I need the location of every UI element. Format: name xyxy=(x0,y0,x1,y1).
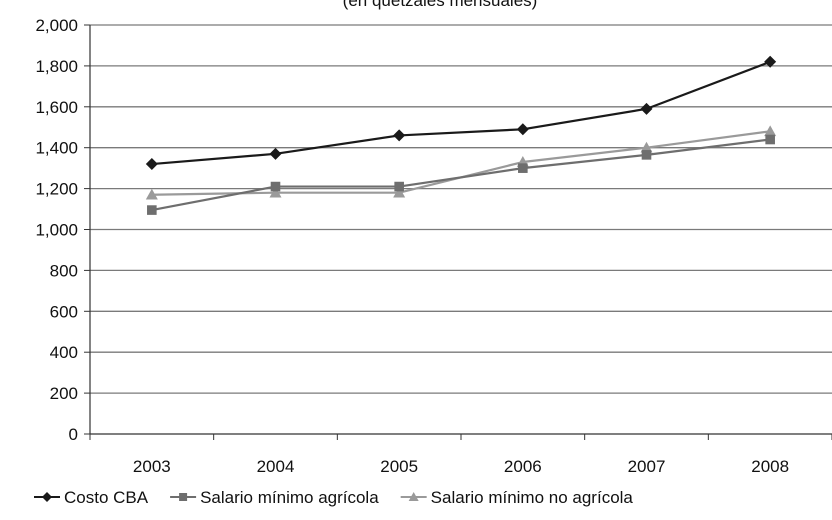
axes xyxy=(84,24,832,440)
data-point xyxy=(179,493,188,501)
series-line xyxy=(151,138,771,212)
legend: Costo CBA Salario mínimo agrícola Salario … xyxy=(34,488,633,507)
y-tick-label: 400 xyxy=(50,343,78,362)
y-tick-label: 200 xyxy=(50,384,78,403)
x-tick-label: 2008 xyxy=(751,457,789,476)
y-tick-label: 1,200 xyxy=(35,180,78,199)
data-point xyxy=(640,141,653,153)
y-tick-label: 800 xyxy=(50,261,78,280)
legend-item: Salario mínimo agrícola xyxy=(170,488,379,507)
series-line xyxy=(151,60,771,166)
chart-title: (en quetzales mensuales) xyxy=(343,0,538,10)
y-tick-label: 600 xyxy=(50,302,78,321)
series-0 xyxy=(145,55,777,171)
data-point xyxy=(765,134,775,145)
series-line xyxy=(151,130,771,196)
data-point xyxy=(393,129,406,142)
series-1 xyxy=(147,134,775,215)
data-point xyxy=(269,186,282,198)
data-point xyxy=(764,55,777,68)
x-tick-label: 2004 xyxy=(257,457,295,476)
data-point xyxy=(145,188,158,200)
x-tick-label: 2005 xyxy=(380,457,418,476)
y-tick-label: 1,000 xyxy=(35,221,78,240)
legend-label: Salario mínimo no agrícola xyxy=(431,488,634,507)
data-point xyxy=(408,492,419,501)
data-point xyxy=(42,492,52,502)
data-point xyxy=(270,181,281,192)
x-tick-label: 2007 xyxy=(628,457,666,476)
gridlines xyxy=(90,24,832,394)
y-tick-label: 1,600 xyxy=(35,98,78,117)
data-point xyxy=(147,205,157,215)
legend-item: Salario mínimo no agrícola xyxy=(400,488,634,507)
data-point xyxy=(145,158,158,171)
y-tick-label: 2,000 xyxy=(35,16,78,35)
legend-item: Costo CBA xyxy=(34,488,149,507)
data-point xyxy=(641,150,652,160)
x-tick-label: 2003 xyxy=(133,457,171,476)
data-point xyxy=(516,123,529,136)
series-layer xyxy=(145,55,777,215)
data-point xyxy=(393,186,406,198)
x-tick-labels: 2003 2004 2005 2006 2007 2008 xyxy=(133,457,789,476)
legend-label: Costo CBA xyxy=(64,488,149,507)
data-point xyxy=(518,163,528,173)
data-point xyxy=(764,125,777,137)
y-tick-label: 1,400 xyxy=(35,139,78,158)
data-point xyxy=(640,102,653,115)
legend-label: Salario mínimo agrícola xyxy=(200,488,379,507)
y-tick-label: 0 xyxy=(69,425,78,444)
data-point xyxy=(269,147,282,160)
x-tick-label: 2006 xyxy=(504,457,542,476)
data-point xyxy=(394,181,404,192)
y-tick-labels: 0 200 400 600 800 1,000 1,200 1,400 1,600 1,800 2,… xyxy=(35,16,78,444)
y-tick-label: 1,800 xyxy=(35,57,78,76)
